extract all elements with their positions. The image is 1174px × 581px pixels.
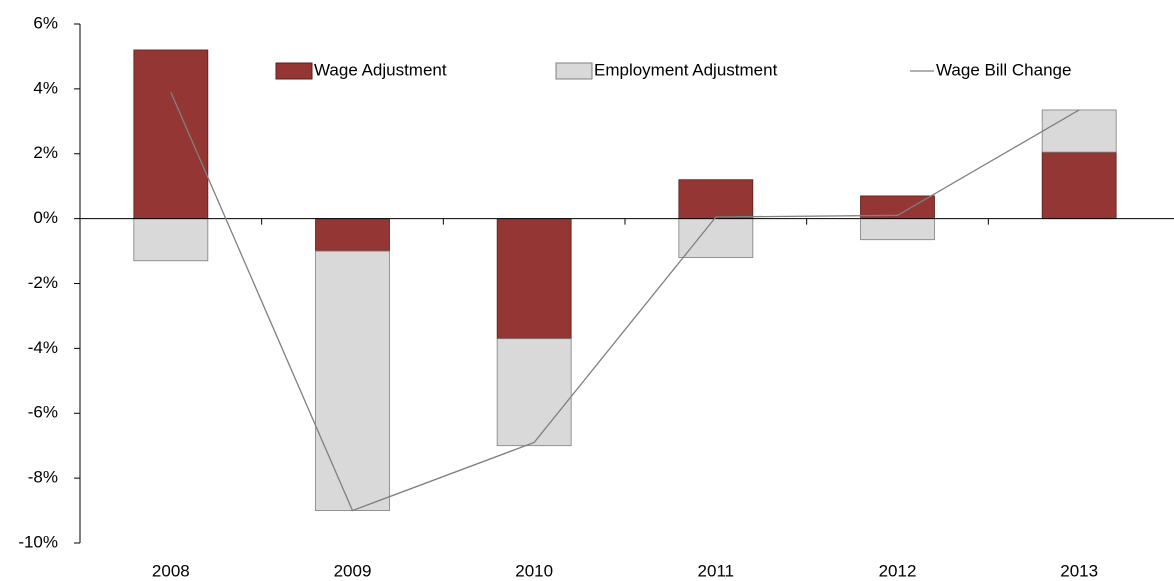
y-tick-label: 6% [33, 13, 58, 32]
legend-swatch [555, 62, 593, 80]
bar [496, 218, 572, 340]
x-tick-label: 2009 [334, 561, 372, 580]
x-tick-label: 2008 [152, 561, 190, 580]
bar [315, 218, 390, 252]
legend-label: Wage Adjustment [314, 60, 447, 79]
x-tick-label: 2011 [698, 561, 735, 580]
bar [1041, 151, 1117, 220]
y-tick-label: -8% [28, 468, 58, 487]
bar [1041, 109, 1117, 153]
x-tick-label: 2012 [879, 561, 917, 580]
y-tick-label: -6% [28, 403, 58, 422]
x-tick-label: 2010 [515, 561, 553, 580]
y-tick-label: 2% [33, 143, 58, 162]
legend-label: Employment Adjustment [594, 60, 778, 79]
y-tick-label: -10% [18, 532, 58, 551]
bar [860, 218, 935, 241]
y-tick-label: -4% [28, 338, 58, 357]
bar [315, 250, 390, 511]
bar [133, 218, 209, 262]
y-tick-label: 0% [33, 208, 58, 227]
bar [133, 49, 209, 220]
y-tick-label: 4% [33, 78, 58, 97]
bar [496, 338, 572, 447]
bar [678, 218, 754, 258]
line [170, 91, 1080, 512]
legend-label: Wage Bill Change [936, 60, 1071, 79]
legend-swatch [275, 62, 313, 80]
x-tick-label: 2013 [1060, 561, 1098, 580]
bar [678, 179, 754, 220]
y-tick-label: -2% [28, 273, 58, 292]
